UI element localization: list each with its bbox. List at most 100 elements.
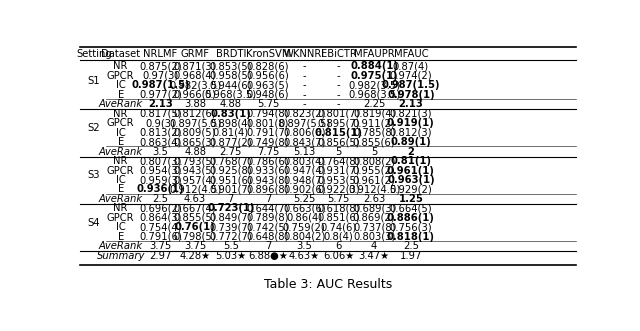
Text: 0.97(3): 0.97(3) bbox=[142, 71, 179, 81]
Text: 0.772(7): 0.772(7) bbox=[209, 232, 252, 242]
Text: 0.74(6): 0.74(6) bbox=[320, 222, 356, 232]
Text: GPCR: GPCR bbox=[107, 166, 134, 175]
Text: 0.817(5): 0.817(5) bbox=[139, 109, 182, 119]
Text: 0.803(3): 0.803(3) bbox=[353, 232, 396, 242]
Text: 0.793(5): 0.793(5) bbox=[173, 156, 216, 166]
Text: 0.808(2): 0.808(2) bbox=[353, 156, 396, 166]
Text: 0.855(5): 0.855(5) bbox=[173, 213, 216, 223]
Text: KronSVM: KronSVM bbox=[246, 49, 290, 60]
Text: 0.959(3): 0.959(3) bbox=[139, 175, 182, 185]
Text: 0.961(2): 0.961(2) bbox=[353, 175, 396, 185]
Text: -: - bbox=[337, 99, 340, 109]
Text: 4.63: 4.63 bbox=[184, 194, 206, 204]
Text: 0.897(5.5): 0.897(5.5) bbox=[278, 118, 330, 128]
Text: 0.87(4): 0.87(4) bbox=[393, 61, 429, 71]
Text: 0.954(3): 0.954(3) bbox=[139, 166, 182, 175]
Text: S3: S3 bbox=[88, 170, 100, 180]
Text: 6.06★: 6.06★ bbox=[323, 251, 354, 261]
Text: 0.76(1): 0.76(1) bbox=[175, 222, 216, 232]
Text: 2.13: 2.13 bbox=[399, 99, 423, 109]
Text: 0.791(7): 0.791(7) bbox=[246, 128, 289, 138]
Text: GRMF: GRMF bbox=[180, 49, 209, 60]
Text: 0.963(5): 0.963(5) bbox=[246, 80, 289, 90]
Text: 4: 4 bbox=[371, 241, 377, 251]
Text: 0.798(5): 0.798(5) bbox=[173, 232, 216, 242]
Text: IC: IC bbox=[116, 222, 125, 232]
Text: WKNNRI: WKNNRI bbox=[284, 49, 324, 60]
Text: 0.9(3): 0.9(3) bbox=[145, 118, 175, 128]
Text: 0.922(3): 0.922(3) bbox=[317, 184, 360, 195]
Text: 0.951(6): 0.951(6) bbox=[209, 175, 252, 185]
Text: 0.794(8): 0.794(8) bbox=[247, 109, 289, 119]
Text: 0.974(2): 0.974(2) bbox=[390, 71, 432, 81]
Text: 0.895(7): 0.895(7) bbox=[317, 118, 360, 128]
Text: Setting: Setting bbox=[76, 49, 112, 60]
Text: 0.897(5.5): 0.897(5.5) bbox=[169, 118, 221, 128]
Text: S1: S1 bbox=[88, 75, 100, 85]
Text: 0.896(8): 0.896(8) bbox=[247, 184, 289, 195]
Text: 0.8(4): 0.8(4) bbox=[324, 232, 353, 242]
Text: 0.648(8): 0.648(8) bbox=[247, 232, 289, 242]
Text: 2: 2 bbox=[408, 147, 414, 157]
Text: 0.696(2): 0.696(2) bbox=[139, 204, 182, 213]
Text: 0.843(7): 0.843(7) bbox=[283, 137, 325, 147]
Text: 0.956(6): 0.956(6) bbox=[246, 71, 289, 81]
Text: E: E bbox=[118, 184, 124, 195]
Text: GPCR: GPCR bbox=[107, 71, 134, 81]
Text: Summary: Summary bbox=[97, 251, 145, 261]
Text: 0.982(3.5): 0.982(3.5) bbox=[348, 80, 400, 90]
Text: 3.88: 3.88 bbox=[184, 99, 206, 109]
Text: 0.801(8): 0.801(8) bbox=[247, 118, 289, 128]
Text: E: E bbox=[118, 232, 124, 242]
Text: 0.948(7): 0.948(7) bbox=[283, 175, 326, 185]
Text: 5.75: 5.75 bbox=[327, 194, 349, 204]
Text: 0.754(4): 0.754(4) bbox=[139, 222, 182, 232]
Text: 0.815(1): 0.815(1) bbox=[314, 128, 362, 138]
Text: -: - bbox=[302, 99, 306, 109]
Text: 0.759(2): 0.759(2) bbox=[283, 222, 326, 232]
Text: GPCR: GPCR bbox=[107, 213, 134, 223]
Text: 0.968(3.5): 0.968(3.5) bbox=[205, 90, 257, 100]
Text: 0.943(8): 0.943(8) bbox=[247, 175, 289, 185]
Text: 2.5: 2.5 bbox=[152, 194, 168, 204]
Text: -: - bbox=[302, 90, 306, 100]
Text: AveRank: AveRank bbox=[99, 147, 143, 157]
Text: 5: 5 bbox=[371, 147, 378, 157]
Text: 0.667(4): 0.667(4) bbox=[173, 204, 216, 213]
Text: -: - bbox=[337, 71, 340, 81]
Text: 0.828(6): 0.828(6) bbox=[247, 61, 289, 71]
Text: 0.865(3): 0.865(3) bbox=[174, 137, 216, 147]
Text: 0.742(5): 0.742(5) bbox=[246, 222, 289, 232]
Text: 0.953(5): 0.953(5) bbox=[317, 175, 360, 185]
Text: 0.968(3.5): 0.968(3.5) bbox=[348, 90, 400, 100]
Text: NR: NR bbox=[113, 156, 128, 166]
Text: MFAUC: MFAUC bbox=[394, 49, 428, 60]
Text: S2: S2 bbox=[88, 123, 100, 133]
Text: 3.5: 3.5 bbox=[296, 241, 312, 251]
Text: 0.737(8): 0.737(8) bbox=[353, 222, 396, 232]
Text: 0.812(3): 0.812(3) bbox=[390, 128, 432, 138]
Text: 0.863(4): 0.863(4) bbox=[139, 137, 182, 147]
Text: 2.63: 2.63 bbox=[363, 194, 385, 204]
Text: MFAUPR: MFAUPR bbox=[354, 49, 394, 60]
Text: 0.957(4): 0.957(4) bbox=[173, 175, 216, 185]
Text: Dataset: Dataset bbox=[101, 49, 140, 60]
Text: 0.963(1): 0.963(1) bbox=[387, 175, 435, 185]
Text: 3.5: 3.5 bbox=[152, 147, 168, 157]
Text: 0.806(6): 0.806(6) bbox=[283, 128, 326, 138]
Text: 0.89(1): 0.89(1) bbox=[390, 137, 431, 147]
Text: 0.947(4): 0.947(4) bbox=[283, 166, 326, 175]
Text: 0.81(4): 0.81(4) bbox=[212, 128, 249, 138]
Text: 4.88: 4.88 bbox=[184, 147, 206, 157]
Text: 0.978(1): 0.978(1) bbox=[387, 90, 435, 100]
Text: NR: NR bbox=[113, 61, 128, 71]
Text: 0.968(4): 0.968(4) bbox=[174, 71, 216, 81]
Text: 0.958(5): 0.958(5) bbox=[209, 71, 252, 81]
Text: IC: IC bbox=[116, 175, 125, 185]
Text: E: E bbox=[118, 90, 124, 100]
Text: 0.886(1): 0.886(1) bbox=[387, 213, 435, 223]
Text: 2.75: 2.75 bbox=[220, 147, 242, 157]
Text: 0.786(6): 0.786(6) bbox=[246, 156, 289, 166]
Text: 0.819(4): 0.819(4) bbox=[353, 109, 396, 119]
Text: 3.47★: 3.47★ bbox=[358, 251, 390, 261]
